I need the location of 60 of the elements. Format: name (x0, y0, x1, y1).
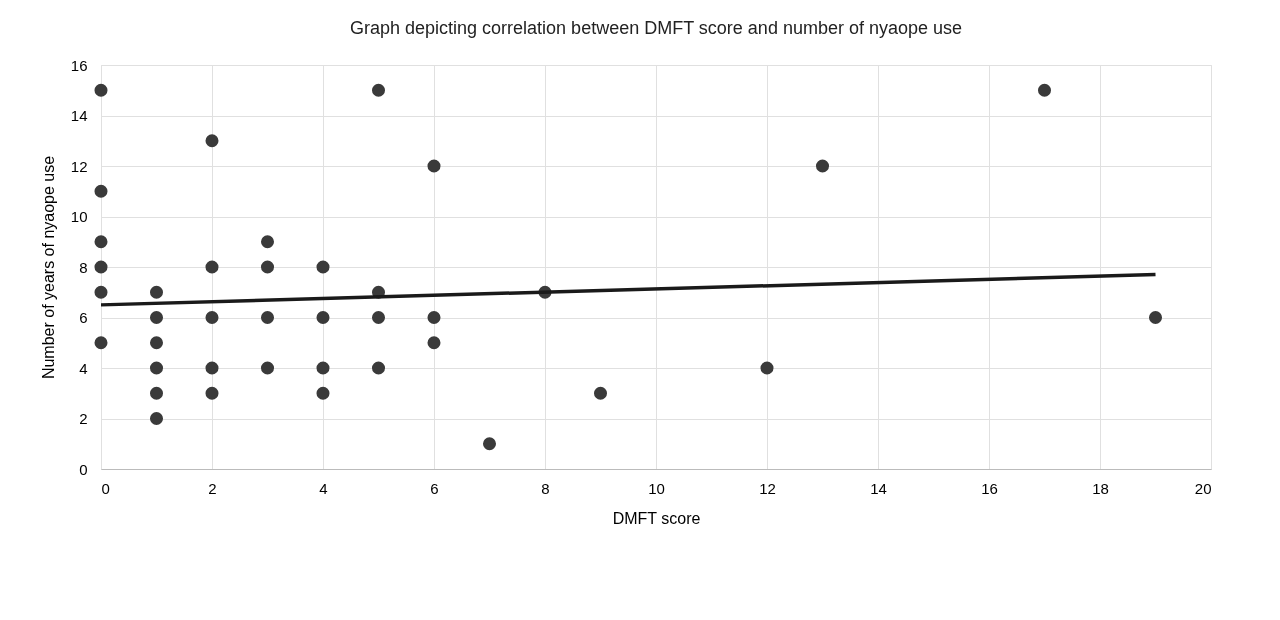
point (316, 310, 330, 325)
point (482, 437, 497, 451)
point (316, 386, 330, 400)
point (149, 361, 164, 375)
y-tick-label: 14 (70, 107, 88, 124)
point (1037, 83, 1052, 97)
point (149, 310, 164, 325)
point (149, 285, 164, 299)
point (260, 260, 275, 274)
x-tick-label: 18 (1092, 479, 1109, 497)
point (760, 361, 774, 375)
point (1148, 310, 1163, 325)
point (94, 260, 108, 274)
point (260, 235, 275, 249)
y-tick-label: 16 (70, 56, 88, 74)
point (205, 260, 219, 274)
point (205, 361, 219, 375)
x-tick-label: 16 (981, 479, 998, 497)
x-axis-title: DMFT score (612, 509, 701, 527)
point (149, 411, 164, 426)
point (316, 361, 330, 375)
x-tick-label: 0 (101, 479, 110, 497)
x-tick-label: 6 (430, 479, 439, 497)
point (94, 83, 108, 97)
x-tick-label: 10 (648, 479, 665, 497)
point (371, 83, 386, 97)
point (205, 134, 219, 148)
y-tick-label: 4 (79, 359, 88, 377)
point (371, 361, 386, 375)
point (149, 386, 164, 400)
point (94, 336, 108, 350)
point (149, 336, 164, 350)
y-axis-title: Number of years of nyaope use (39, 155, 57, 380)
y-tick-label: 10 (70, 208, 88, 225)
x-tick-label: 12 (759, 479, 776, 497)
point (94, 285, 108, 299)
point (260, 310, 275, 325)
point (427, 159, 441, 173)
point (94, 235, 108, 249)
point (316, 260, 330, 274)
y-tick-label: 8 (79, 258, 88, 276)
point (371, 310, 386, 325)
y-tick-label: 6 (79, 309, 88, 326)
point (205, 386, 219, 400)
point (205, 310, 219, 325)
chart-title: Graph depicting correlation between DMFT score and number of nyaope use (349, 18, 963, 38)
y-tick-label: 12 (70, 157, 88, 175)
point (593, 386, 608, 400)
x-tick-label: 14 (870, 479, 887, 497)
y-tick-label: 2 (79, 410, 88, 427)
x-tick-label: 8 (541, 479, 550, 497)
x-tick-label: 4 (319, 479, 328, 497)
point (260, 361, 275, 375)
point (94, 184, 108, 198)
point (427, 310, 441, 325)
x-tick-label: 20 (1194, 479, 1212, 497)
x-tick-label: 2 (208, 479, 217, 497)
y-tick-label: 0 (79, 460, 88, 478)
point (427, 336, 441, 350)
point (815, 159, 830, 173)
